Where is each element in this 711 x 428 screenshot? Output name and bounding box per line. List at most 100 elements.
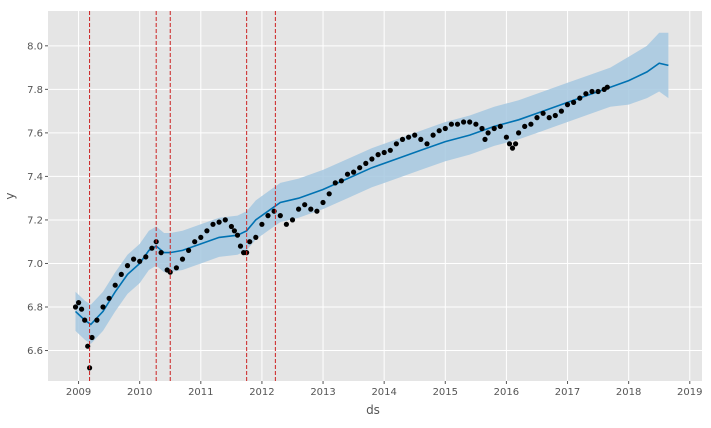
observed-point	[564, 102, 571, 108]
observed-point	[540, 110, 546, 116]
observed-point	[552, 112, 558, 119]
uncertainty-band	[75, 32, 669, 345]
observed-point	[222, 217, 228, 223]
observed-point	[479, 125, 485, 132]
observed-point	[204, 228, 210, 234]
observed-point	[179, 256, 186, 262]
x-tick-label: 2012	[249, 387, 274, 398]
observed-point	[137, 258, 143, 264]
observed-point	[106, 295, 112, 301]
x-tick-label: 2011	[188, 387, 213, 398]
observed-point	[506, 141, 513, 147]
y-tick-label: 7.2	[27, 215, 43, 226]
changepoint-lines	[89, 11, 276, 381]
x-tick-label: 2009	[66, 387, 91, 398]
x-tick-label: 2016	[494, 387, 519, 398]
observed-point	[571, 99, 577, 105]
observed-point	[516, 130, 522, 136]
observed-point	[82, 317, 88, 323]
x-tick-label: 2014	[371, 387, 396, 398]
observed-point	[406, 134, 412, 140]
observed-point	[186, 247, 192, 253]
observed-point	[143, 254, 149, 260]
observed-point	[131, 256, 137, 262]
x-tick-label: 2015	[433, 387, 458, 398]
observed-point	[467, 119, 473, 125]
observed-point	[259, 221, 265, 227]
observed-point	[231, 228, 237, 234]
observed-point	[338, 178, 344, 184]
y-tick-label: 7.4	[27, 172, 43, 183]
observed-point	[296, 206, 302, 212]
observed-point	[418, 136, 424, 142]
observed-point	[375, 152, 381, 158]
x-tick-label: 2018	[616, 387, 641, 398]
observed-point	[149, 245, 155, 251]
observed-point	[369, 156, 375, 162]
observed-point	[357, 165, 363, 171]
observed-point	[436, 128, 442, 134]
x-tick-label: 2013	[310, 387, 335, 398]
axes: 2009 2010 2011 2012 2013 2014 2015 2016 2017 2018…	[27, 41, 702, 398]
observed-point	[112, 282, 118, 288]
observed-point	[247, 239, 253, 245]
observed-point	[192, 239, 198, 245]
observed-point	[509, 145, 516, 151]
observed-point	[577, 95, 583, 101]
observed-point	[558, 108, 565, 114]
observed-point	[234, 232, 241, 238]
x-tick-label: 2017	[555, 387, 580, 398]
observed-point	[442, 125, 448, 132]
observed-point	[583, 91, 589, 97]
y-tick-label: 8.0	[27, 41, 43, 52]
observed-point	[473, 121, 479, 127]
observed-point	[72, 304, 79, 310]
observed-point	[522, 123, 528, 129]
observed-point	[332, 180, 338, 186]
observed-point	[308, 206, 314, 212]
observed-point	[528, 121, 534, 127]
observed-point	[491, 125, 497, 132]
observed-point	[289, 217, 296, 223]
observed-point	[381, 149, 387, 156]
observed-point	[482, 136, 488, 142]
y-tick-label: 7.8	[27, 85, 43, 96]
observed-point	[387, 147, 393, 153]
observed-point	[94, 317, 100, 323]
observed-point	[363, 160, 369, 166]
observed-point	[124, 263, 131, 269]
observed-point	[448, 121, 454, 127]
observed-point	[503, 134, 509, 140]
x-axis-label: ds	[366, 403, 380, 417]
y-axis-label: y	[3, 192, 17, 199]
x-tick-label: 2019	[677, 387, 702, 398]
observed-point	[326, 191, 332, 197]
observed-point	[158, 250, 164, 256]
observed-point	[497, 123, 503, 129]
observed-point	[454, 121, 461, 127]
plot-area	[48, 11, 702, 381]
observed-point	[344, 171, 351, 177]
observed-point	[393, 141, 399, 147]
observed-point	[399, 136, 406, 142]
grid-lines	[48, 11, 702, 381]
observed-point	[85, 343, 91, 349]
observed-point	[430, 132, 436, 138]
x-tick-label: 2010	[127, 387, 152, 398]
observed-point	[589, 88, 595, 95]
observed-point	[228, 223, 234, 230]
observed-point	[271, 208, 277, 214]
observed-point	[76, 300, 82, 306]
observed-point	[302, 202, 308, 208]
observed-point	[351, 169, 357, 175]
observed-point	[216, 219, 222, 225]
observed-point	[79, 306, 85, 312]
observed-point	[604, 84, 610, 90]
observed-point	[100, 304, 106, 310]
y-tick-label: 6.6	[27, 346, 43, 357]
observed-point	[118, 271, 124, 277]
observed-point	[513, 141, 519, 147]
observed-point	[173, 265, 179, 271]
observed-point	[89, 334, 95, 341]
